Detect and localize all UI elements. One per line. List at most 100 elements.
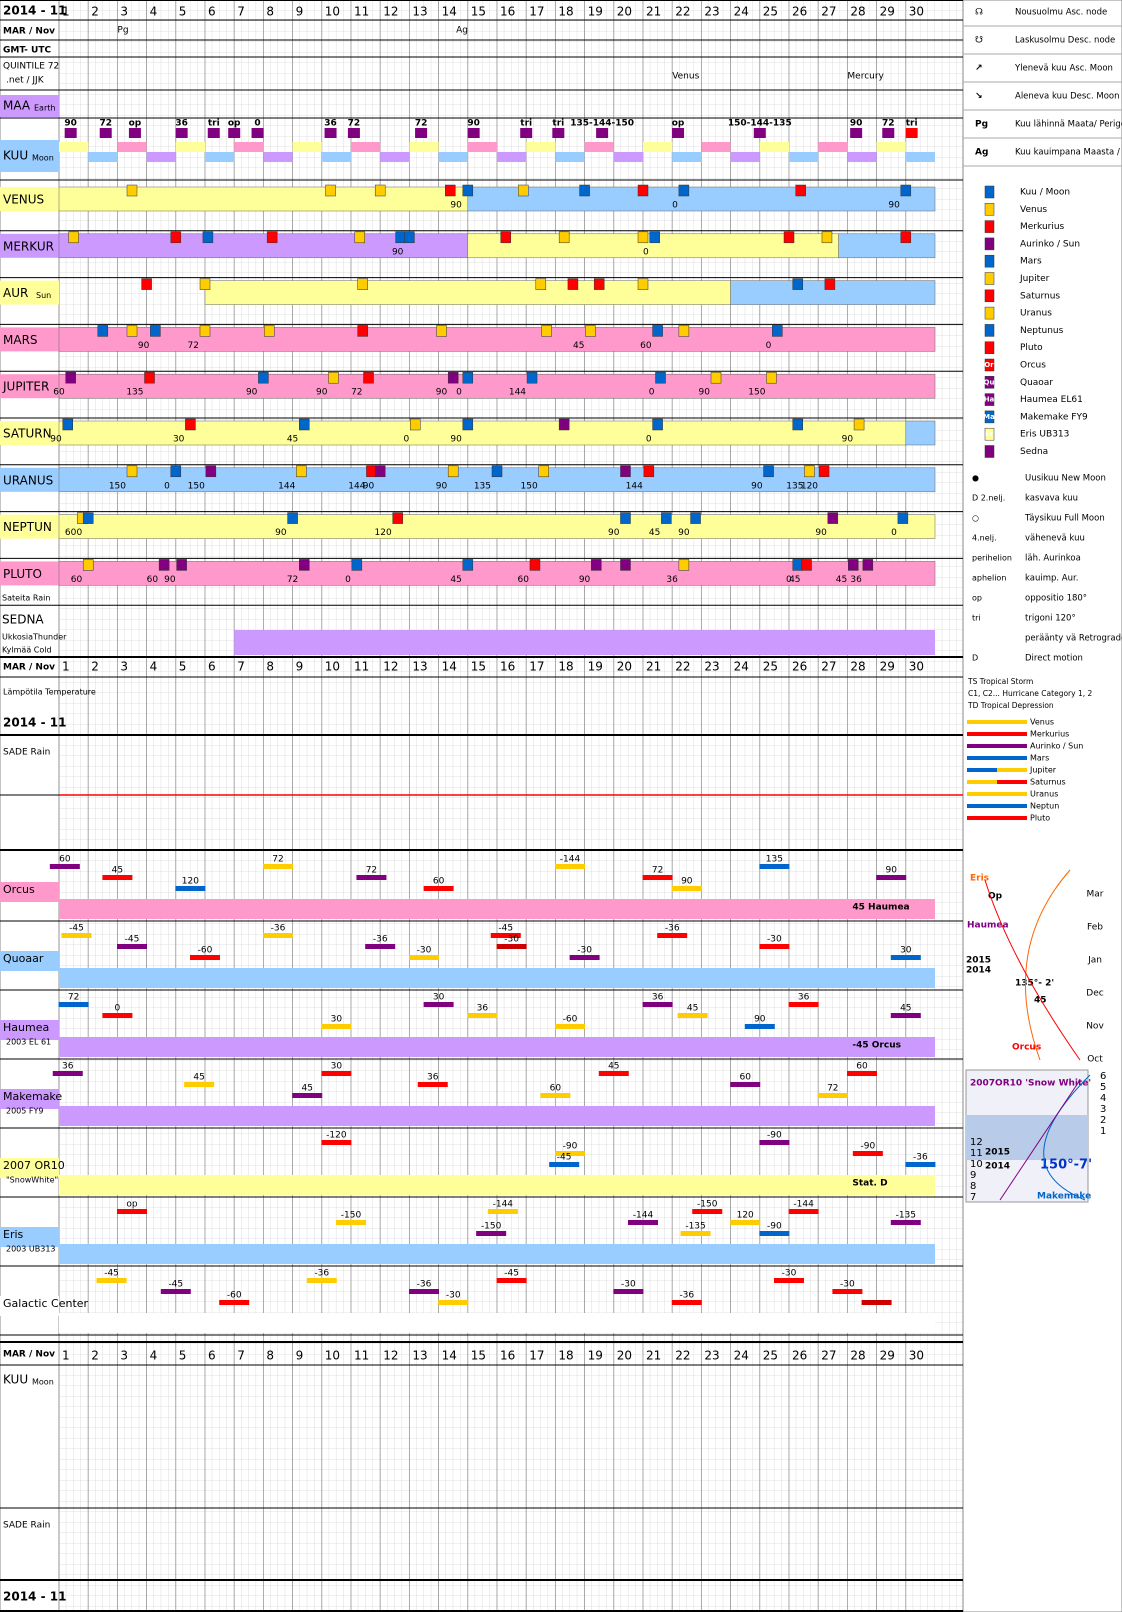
day-number: 3 xyxy=(120,5,128,19)
aspect xyxy=(82,559,94,571)
aspect-bar xyxy=(476,1231,507,1236)
day-number: 29 xyxy=(880,5,895,19)
aspect-bar xyxy=(759,864,790,869)
label: 135-144-150 xyxy=(570,119,634,129)
aspect-bar xyxy=(817,1093,848,1098)
label: C1, C2... Hurricane Category 1, 2 xyxy=(968,689,1092,698)
label: Makemake xyxy=(3,1090,62,1103)
aspect xyxy=(126,465,138,478)
aspect xyxy=(772,325,783,337)
label: Ag xyxy=(975,148,988,158)
band xyxy=(59,1175,935,1195)
label: 2007OR10 'Snow White' xyxy=(970,1079,1091,1089)
label: -30 xyxy=(621,1280,636,1290)
aspect-bar xyxy=(540,1093,571,1098)
aspect xyxy=(652,325,663,337)
label: Saturnus xyxy=(1030,778,1066,787)
label: Venus xyxy=(672,72,699,82)
label: 0 xyxy=(891,528,897,538)
aspect xyxy=(900,184,912,197)
label: 120 xyxy=(375,528,392,538)
aspect xyxy=(853,418,865,431)
label: tri xyxy=(552,119,564,129)
day-number: 27 xyxy=(821,5,836,19)
moon-band xyxy=(205,152,235,162)
label: -90 xyxy=(767,1131,782,1141)
label: Oct xyxy=(1087,1055,1103,1065)
aspect xyxy=(150,325,161,337)
label: 72 xyxy=(99,119,112,129)
moon-band xyxy=(876,142,906,152)
band xyxy=(58,561,936,586)
day-number: 8 xyxy=(266,1349,274,1363)
aspect xyxy=(205,465,217,478)
moon-band xyxy=(730,152,760,162)
label: KUU xyxy=(3,1373,28,1387)
label: 135 xyxy=(766,855,783,865)
day-number: 17 xyxy=(529,1349,544,1363)
aspect-bar xyxy=(190,955,220,960)
label: Kuu kauimpana Maasta / Apogee xyxy=(1015,148,1122,158)
aspect xyxy=(404,231,415,244)
aspect xyxy=(847,559,859,571)
label: 12 xyxy=(970,1137,983,1148)
label: MAR / Nov xyxy=(3,27,55,37)
label: 2014 - 11 xyxy=(3,4,66,18)
label: 0 xyxy=(404,435,410,445)
label: -45 xyxy=(498,924,513,934)
band xyxy=(204,280,731,305)
legend-bar xyxy=(967,780,997,784)
aspect-bar xyxy=(555,864,585,869)
aspect xyxy=(585,325,596,337)
legend-bar xyxy=(997,768,1027,772)
legend-swatch xyxy=(984,358,995,372)
label: 90 xyxy=(64,119,77,129)
aspect xyxy=(596,128,609,138)
aspect xyxy=(251,128,264,138)
aspect-bar xyxy=(642,875,673,880)
band xyxy=(59,1106,935,1126)
aspect-bar xyxy=(409,955,439,960)
aspect xyxy=(462,559,474,571)
label: Earth xyxy=(34,104,55,113)
label: Ha xyxy=(984,396,995,404)
band xyxy=(58,420,907,446)
label: -45 xyxy=(104,1269,119,1279)
day-number: 11 xyxy=(354,1349,369,1363)
label: Pluto xyxy=(1030,814,1050,823)
band xyxy=(59,968,935,988)
aspect xyxy=(620,465,631,478)
legend-swatch xyxy=(984,203,995,216)
aspect xyxy=(783,231,795,244)
aspect xyxy=(415,128,428,138)
label: -60 xyxy=(227,1291,242,1301)
band xyxy=(838,233,936,259)
label: 150 xyxy=(748,388,765,398)
label: 2014 - 11 xyxy=(3,1590,66,1604)
label: 90 xyxy=(751,481,763,491)
label: Sun xyxy=(36,291,51,300)
row-label-bg xyxy=(0,1158,59,1178)
label: Aleneva kuu Desc. Moon xyxy=(1015,92,1120,102)
aspect xyxy=(558,418,570,431)
day-number: 2 xyxy=(91,1349,99,1363)
aspect xyxy=(366,465,377,478)
legend-swatch xyxy=(984,393,995,406)
label: 2014 - 11 xyxy=(3,716,66,730)
label: tri xyxy=(208,119,220,129)
label: 7 xyxy=(970,1192,976,1203)
legend-bar xyxy=(967,720,997,724)
label: Venus xyxy=(1020,205,1047,215)
label: 4 xyxy=(1100,1093,1106,1104)
label: QUINTILE 72 xyxy=(3,62,59,72)
label: 0 xyxy=(786,575,792,585)
label: 45 xyxy=(573,341,584,351)
aspect xyxy=(328,371,339,384)
day-number: 4 xyxy=(150,1349,158,1363)
day-number: 26 xyxy=(792,5,807,19)
label: Lämpötila Temperature xyxy=(3,688,96,697)
aspect-bar xyxy=(692,1209,723,1214)
moon-band xyxy=(88,152,118,162)
day-number: 30 xyxy=(909,660,924,674)
moon-band xyxy=(146,152,176,162)
